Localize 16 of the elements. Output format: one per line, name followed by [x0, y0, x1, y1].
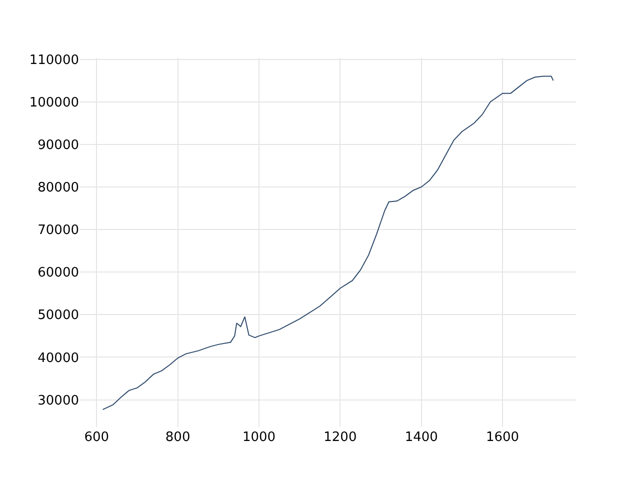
y-tick-label: 80000	[38, 180, 79, 196]
x-tick-label: 600	[84, 430, 110, 445]
y-tick-label: 100000	[29, 95, 79, 110]
x-tick-label: 1000	[242, 430, 276, 445]
y-tick-label: 50000	[38, 308, 79, 324]
y-tick-label: 60000	[38, 266, 79, 281]
x-tick-label: 1200	[324, 430, 357, 445]
y-tick-label: 70000	[38, 223, 79, 238]
y-tick-label: 40000	[38, 350, 79, 366]
y-tick-label: 110000	[29, 52, 79, 68]
x-tick-label: 1600	[486, 430, 520, 445]
x-tick-label: 800	[165, 430, 190, 445]
x-tick-label: 1400	[404, 430, 438, 445]
y-tick-label: 30000	[38, 393, 79, 408]
line-series	[102, 76, 554, 410]
y-tick-label: 90000	[38, 138, 79, 153]
